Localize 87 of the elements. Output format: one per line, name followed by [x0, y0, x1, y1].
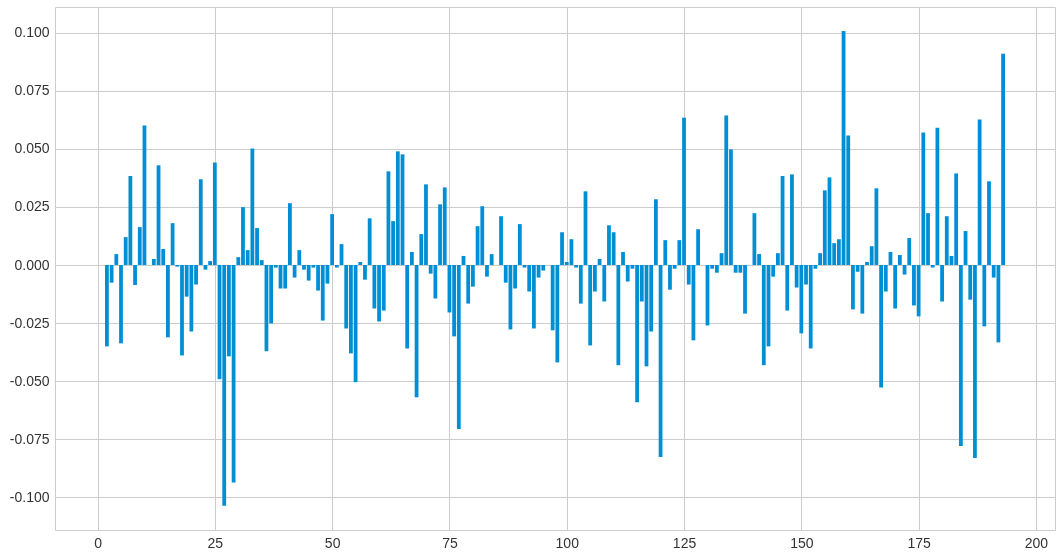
bar	[119, 265, 123, 344]
bar	[334, 265, 339, 268]
x-tick-label: 200	[1024, 534, 1049, 551]
bar	[916, 265, 921, 317]
y-tick-label: 0.025	[14, 198, 50, 215]
bar	[433, 265, 438, 299]
bar	[485, 265, 489, 277]
bar	[517, 224, 522, 266]
bar	[996, 265, 1001, 343]
bar	[489, 254, 494, 266]
bar	[982, 265, 987, 327]
bar	[1001, 53, 1005, 266]
bar	[531, 265, 536, 329]
x-tick-label: 100	[555, 534, 580, 551]
bar	[621, 252, 625, 266]
bar	[616, 265, 621, 366]
bar	[785, 265, 790, 311]
bar	[499, 216, 503, 266]
bar	[166, 265, 170, 338]
bar	[921, 132, 926, 266]
bar	[935, 127, 940, 266]
x-tick-label: 25	[207, 534, 224, 551]
bar	[114, 254, 119, 266]
bar	[958, 265, 963, 447]
bar	[977, 119, 982, 266]
y-tick-label: 0.000	[14, 256, 50, 273]
bar	[897, 255, 902, 266]
bar	[808, 265, 813, 349]
bar	[189, 265, 194, 332]
y-tick-label: -0.100	[9, 488, 50, 505]
y-tick-label: 0.050	[14, 140, 50, 157]
bar	[944, 216, 949, 266]
bar	[663, 240, 668, 266]
bar	[330, 214, 335, 266]
y-tick-label: -0.050	[9, 372, 50, 389]
bar	[930, 265, 935, 268]
bar	[306, 265, 311, 281]
bar	[410, 252, 414, 266]
bar	[578, 265, 583, 304]
y-tick-label: -0.025	[9, 314, 50, 331]
bar	[625, 265, 630, 282]
bar	[893, 265, 898, 309]
bar	[222, 265, 227, 506]
bar	[170, 223, 175, 266]
bar	[653, 199, 658, 266]
bar	[602, 265, 607, 302]
y-tick-label: -0.075	[9, 430, 50, 447]
bar	[714, 265, 719, 273]
bar	[466, 265, 471, 304]
bar	[283, 265, 288, 289]
x-tick-label: 50	[324, 534, 341, 551]
bar	[405, 265, 410, 349]
bar	[395, 151, 400, 266]
bar	[555, 265, 560, 363]
bar	[987, 181, 991, 266]
bar	[297, 250, 302, 266]
bar	[133, 265, 137, 285]
y-tick-label: 0.100	[14, 24, 50, 41]
bar	[456, 265, 461, 430]
y-tick-label: 0.075	[14, 82, 50, 99]
bar	[790, 174, 794, 266]
bar	[860, 265, 865, 314]
bar	[212, 162, 217, 266]
bar	[799, 265, 804, 334]
bar	[358, 261, 363, 266]
bar	[363, 265, 367, 280]
bar	[588, 265, 593, 346]
x-tick-label: 0	[94, 534, 103, 551]
x-tick-label: 175	[907, 534, 932, 551]
bar	[198, 179, 203, 266]
x-tick-label: 75	[442, 534, 458, 551]
x-tick-label: 150	[790, 534, 814, 551]
bar	[733, 265, 738, 273]
bar	[954, 173, 959, 266]
bar	[288, 203, 292, 266]
bar	[128, 175, 133, 266]
bar	[907, 238, 912, 266]
bar	[696, 229, 700, 266]
bar	[761, 265, 766, 366]
bar	[480, 206, 485, 266]
bar	[320, 265, 325, 321]
bar	[250, 148, 255, 266]
x-tick-label: 125	[672, 534, 697, 551]
bar	[940, 265, 944, 302]
bar	[367, 218, 372, 266]
bar	[442, 187, 447, 266]
bar	[724, 115, 729, 266]
